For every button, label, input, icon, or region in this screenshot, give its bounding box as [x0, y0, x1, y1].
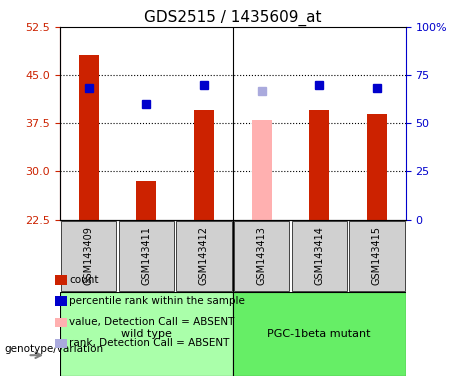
Text: GSM143413: GSM143413 [257, 227, 266, 285]
FancyBboxPatch shape [60, 292, 233, 376]
FancyBboxPatch shape [118, 221, 174, 291]
Bar [194, 111, 214, 220]
FancyBboxPatch shape [176, 221, 231, 291]
FancyBboxPatch shape [291, 221, 347, 291]
Text: rank, Detection Call = ABSENT: rank, Detection Call = ABSENT [69, 338, 230, 348]
Bar [309, 111, 329, 220]
Text: GSM143415: GSM143415 [372, 226, 382, 285]
Bar [367, 114, 387, 220]
Text: genotype/variation: genotype/variation [5, 344, 104, 354]
Text: count: count [69, 275, 99, 285]
Text: GSM143414: GSM143414 [314, 227, 324, 285]
FancyBboxPatch shape [61, 221, 116, 291]
Title: GDS2515 / 1435609_at: GDS2515 / 1435609_at [144, 9, 322, 25]
Bar [79, 55, 99, 220]
Text: percentile rank within the sample: percentile rank within the sample [69, 296, 245, 306]
Text: PGC-1beta mutant: PGC-1beta mutant [267, 329, 371, 339]
FancyBboxPatch shape [233, 292, 406, 376]
Bar [252, 120, 272, 220]
Text: value, Detection Call = ABSENT: value, Detection Call = ABSENT [69, 317, 235, 327]
Text: GSM143411: GSM143411 [142, 227, 151, 285]
FancyBboxPatch shape [349, 221, 405, 291]
Text: GSM143409: GSM143409 [84, 227, 94, 285]
Text: wild type: wild type [121, 329, 172, 339]
Bar [136, 181, 156, 220]
FancyBboxPatch shape [234, 221, 290, 291]
Text: GSM143412: GSM143412 [199, 226, 209, 285]
